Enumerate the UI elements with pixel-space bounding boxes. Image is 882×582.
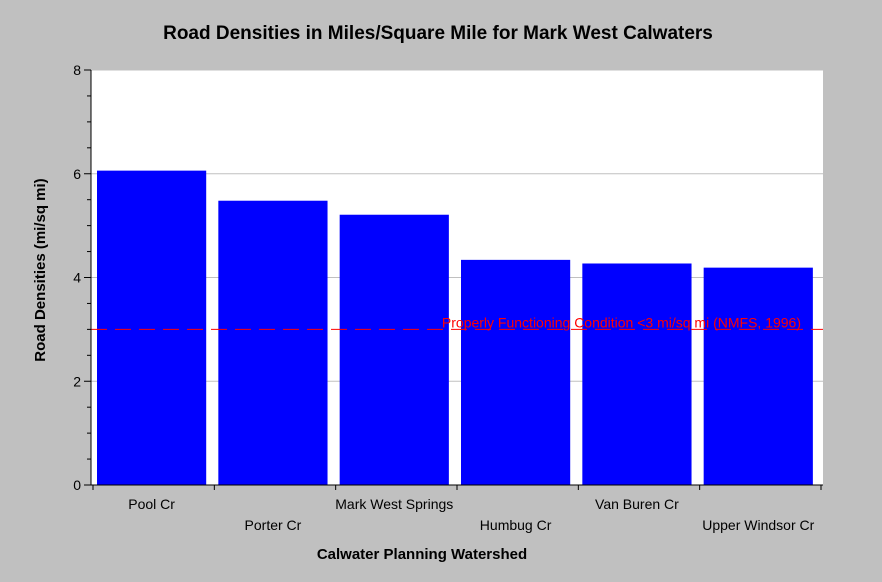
chart-title: Road Densities in Miles/Square Mile for … (163, 23, 713, 44)
y-tick-label: 8 (73, 62, 81, 78)
bar (97, 170, 207, 485)
x-axis-label: Calwater Planning Watershed (317, 546, 527, 563)
x-tick-label: Pool Cr (128, 496, 175, 512)
bars-layer (97, 170, 813, 485)
bar (703, 267, 813, 485)
y-tick-label: 2 (73, 373, 81, 389)
bar (218, 200, 328, 485)
reference-line-group: Properly Functioning Condition <3 mi/sq … (91, 314, 823, 330)
x-tick-label: Van Buren Cr (595, 496, 679, 512)
bar (339, 214, 449, 485)
y-tick-label: 4 (73, 270, 81, 286)
x-tick-label: Upper Windsor Cr (702, 517, 814, 533)
y-tick-label: 0 (73, 477, 81, 493)
axes-layer: 0 2 4 6 8 Pool Cr Porter Cr Mark West Springs Hu… (73, 62, 823, 533)
reference-line-label: Properly Functioning Condition <3 mi/sq … (442, 314, 801, 330)
bar (461, 259, 571, 485)
x-tick-label: Porter Cr (245, 517, 302, 533)
bar (582, 263, 692, 485)
y-tick-label: 6 (73, 166, 81, 182)
y-axis-label: Road Densities (mi/sq mi) (32, 178, 49, 361)
x-tick-label: Humbug Cr (480, 517, 552, 533)
x-tick-label: Mark West Springs (335, 496, 453, 512)
